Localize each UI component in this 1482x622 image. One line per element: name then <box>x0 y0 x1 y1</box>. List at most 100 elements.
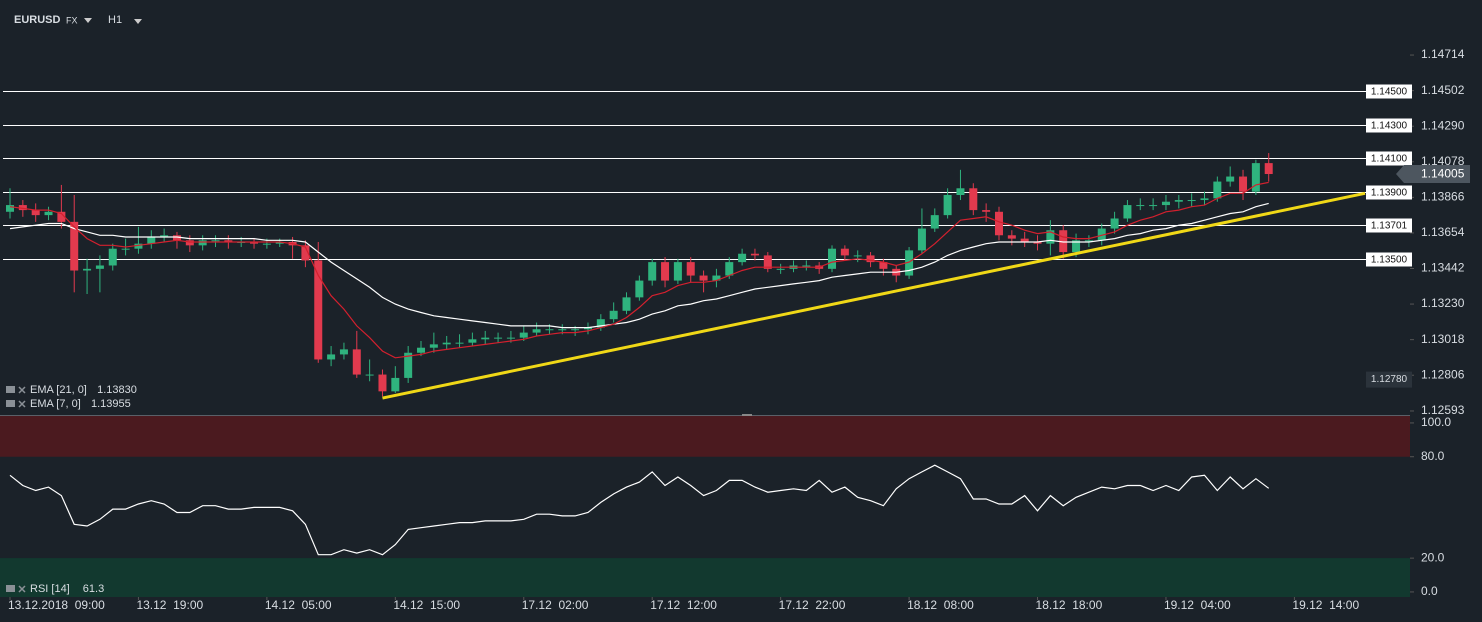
y-tick-label: 1.13654 <box>1421 225 1465 239</box>
y-tick-label: 80.0 <box>1421 449 1445 463</box>
panel-resize-handle[interactable] <box>742 414 752 416</box>
candle-body <box>83 268 92 271</box>
legend-remove <box>18 585 26 593</box>
candle-body <box>455 342 464 344</box>
level-label-box <box>1366 84 1412 99</box>
candle-body <box>70 221 79 271</box>
marker-label: 1.12780 <box>1371 374 1408 385</box>
candle-body <box>185 240 194 246</box>
candle-body <box>1123 205 1132 219</box>
legend-remove <box>18 400 26 408</box>
y-tick-label: 1.14502 <box>1421 83 1465 97</box>
candle-body <box>506 337 515 339</box>
candle-body <box>339 349 348 355</box>
timeframe-dropdown[interactable] <box>134 19 142 24</box>
candle-body <box>866 255 875 263</box>
oversold-zone <box>0 558 1410 597</box>
candle-body <box>391 377 400 392</box>
level-label-box <box>1366 151 1412 166</box>
candle-body <box>930 215 939 229</box>
candle-body <box>404 352 413 378</box>
candle-body <box>275 241 284 244</box>
trendline <box>382 191 1366 400</box>
candle-body <box>763 255 772 269</box>
x-tick-label: 19.12 14:00 <box>1292 598 1359 612</box>
y-tick-label: 1.14290 <box>1421 118 1465 132</box>
candle-body <box>1187 200 1196 202</box>
legend-icon <box>6 585 15 592</box>
market-dropdown[interactable] <box>84 18 92 23</box>
level-label: 1.14500 <box>1371 87 1408 98</box>
candle-body <box>198 240 207 246</box>
y-tick-label: 1.14714 <box>1421 47 1465 61</box>
candle-body <box>211 240 220 242</box>
candle-body <box>982 210 991 212</box>
candle-body <box>44 211 53 216</box>
candle-body <box>943 194 952 216</box>
level-label: 1.14100 <box>1371 154 1408 165</box>
candle-body <box>121 248 130 250</box>
candle-body <box>262 243 271 245</box>
legend-remove <box>18 386 26 394</box>
candle-body <box>1059 230 1068 253</box>
legend-name: RSI [14] <box>30 583 70 595</box>
line-series <box>9 202 1269 329</box>
x-tick-label: 17.12 12:00 <box>650 598 717 612</box>
candle-body <box>1020 238 1029 242</box>
level-label: 1.13701 <box>1371 221 1408 232</box>
candle-body <box>712 275 721 281</box>
candle-body <box>917 228 926 251</box>
level-label-box <box>1366 218 1412 233</box>
y-tick-label: 1.13230 <box>1421 296 1465 310</box>
legend-name: EMA [21, 0] <box>30 384 87 396</box>
candle-body <box>378 374 387 392</box>
candle-body <box>969 188 978 211</box>
candle-body <box>1251 163 1260 192</box>
x-tick-label: 18.12 08:00 <box>907 598 974 612</box>
x-tick-label: 17.12 02:00 <box>522 598 589 612</box>
symbol[interactable]: EURUSD <box>14 14 61 26</box>
candle-body <box>429 344 438 348</box>
candle-body <box>134 243 143 249</box>
market[interactable]: FX <box>66 15 78 25</box>
candle-body <box>1072 240 1081 253</box>
y-tick-label: 1.14078 <box>1421 154 1465 168</box>
candle-body <box>661 262 670 281</box>
y-tick-label: 1.13442 <box>1421 261 1465 275</box>
candle-body <box>1110 218 1119 229</box>
candle-body <box>622 297 631 311</box>
candle-body <box>314 260 323 360</box>
level-label-box <box>1366 118 1412 133</box>
candle-body <box>840 248 849 256</box>
legend-value: 61.3 <box>83 583 104 595</box>
candle-body <box>31 210 40 216</box>
x-tick-label: 13.12.2018 09:00 <box>8 598 105 612</box>
candle-body <box>95 265 104 269</box>
candle-body <box>1097 228 1106 241</box>
candle-body <box>519 332 528 338</box>
candle-body <box>481 337 490 340</box>
candle-body <box>468 339 477 343</box>
candle-body <box>250 241 259 244</box>
level-label-box <box>1366 185 1412 200</box>
candle-body <box>1161 201 1170 206</box>
candle-body <box>699 275 708 281</box>
timeframe[interactable]: H1 <box>108 14 122 26</box>
level-label: 1.14300 <box>1371 121 1408 132</box>
candle-body <box>172 235 181 241</box>
candle-body <box>905 250 914 276</box>
legend-name: EMA [7, 0] <box>30 398 81 410</box>
candle-body <box>750 253 759 256</box>
candle-body <box>879 262 888 269</box>
candle-body <box>1084 240 1093 242</box>
candle-body <box>532 329 541 333</box>
candle-body <box>1200 198 1209 201</box>
candle-body <box>327 354 336 360</box>
y-tick-label: 1.12593 <box>1421 403 1465 417</box>
candle-body <box>352 349 361 375</box>
candle-body <box>596 319 605 328</box>
y-tick-label: 1.13866 <box>1421 190 1465 204</box>
candle-body <box>776 268 785 270</box>
candle-body <box>558 329 567 331</box>
